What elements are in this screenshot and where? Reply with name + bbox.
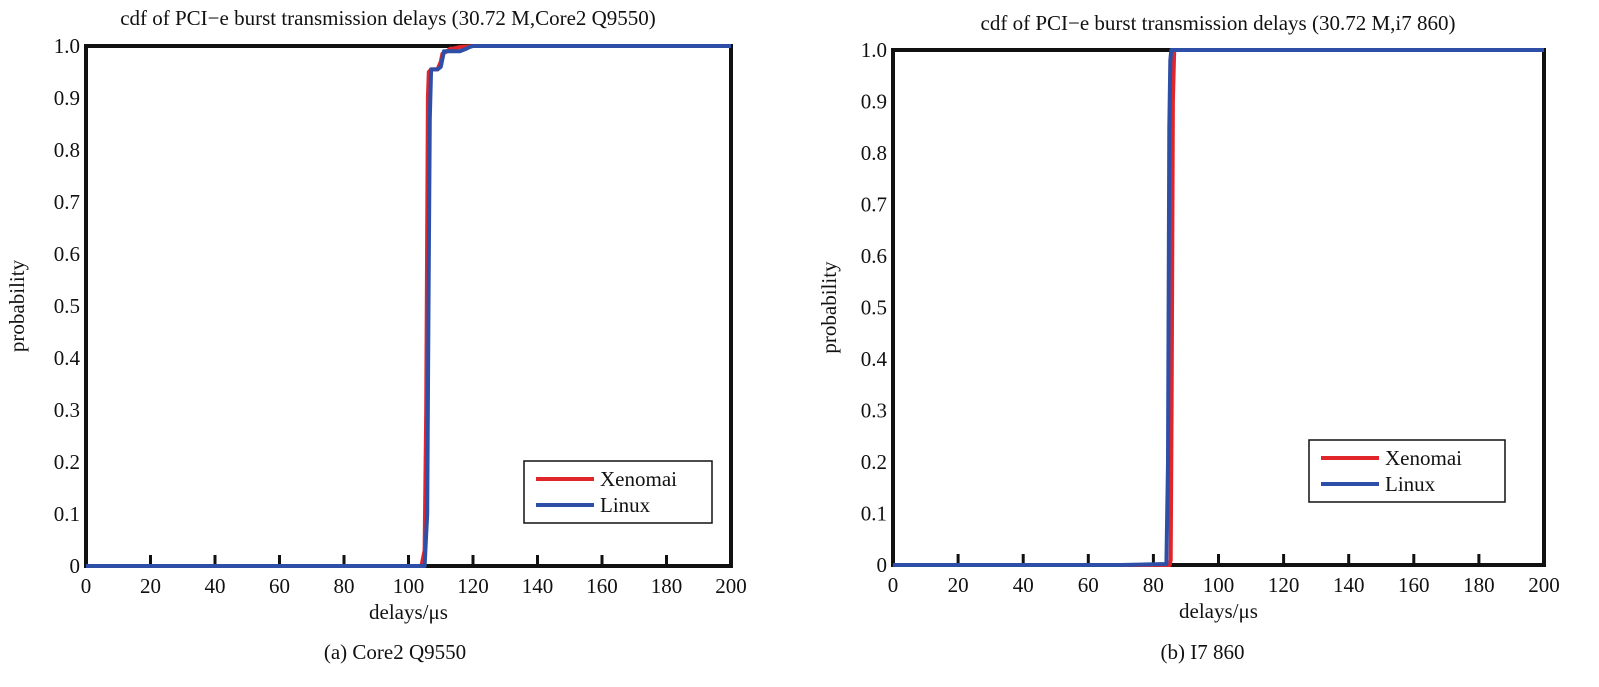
x-tick-label: 120	[1268, 573, 1300, 597]
x-tick-label: 180	[651, 574, 683, 598]
x-tick-label: 60	[1078, 573, 1099, 597]
y-tick-label: 0.7	[54, 190, 80, 214]
x-tick-label: 60	[269, 574, 290, 598]
x-tick-label: 40	[1013, 573, 1034, 597]
x-tick-label: 140	[522, 574, 554, 598]
x-tick-label: 140	[1333, 573, 1365, 597]
x-tick-label: 0	[81, 574, 92, 598]
y-tick-label: 0.4	[861, 347, 888, 371]
y-tick-label: 0.1	[861, 502, 887, 526]
x-tick-label: 100	[393, 574, 425, 598]
x-tick-label: 80	[334, 574, 355, 598]
y-tick-label: 0.7	[861, 193, 887, 217]
x-tick-label: 20	[140, 574, 161, 598]
legend-label-xenomai: Xenomai	[600, 467, 677, 491]
figure-caption-b: (b) I7 860	[1160, 640, 1245, 664]
x-tick-label: 160	[1398, 573, 1430, 597]
y-tick-label: 1.0	[54, 34, 80, 58]
x-tick-label: 80	[1143, 573, 1164, 597]
y-tick-label: 0.9	[54, 86, 80, 110]
y-tick-label: 0.5	[861, 296, 887, 320]
y-tick-label: 0.8	[861, 141, 887, 165]
x-axis-label: delays/μs	[369, 600, 448, 624]
series-line-linux	[86, 44, 731, 568]
y-tick-label: 0	[877, 553, 888, 577]
series-line-linux	[893, 48, 1544, 567]
x-tick-label: 200	[1528, 573, 1560, 597]
x-tick-label: 100	[1203, 573, 1235, 597]
y-axis-label: probability	[817, 261, 841, 354]
y-tick-label: 0.3	[54, 398, 80, 422]
y-tick-label: 0.2	[54, 450, 80, 474]
legend-label-xenomai: Xenomai	[1385, 446, 1462, 470]
legend-label-linux: Linux	[1385, 472, 1436, 496]
y-tick-label: 0.3	[861, 399, 887, 423]
y-tick-label: 0.6	[54, 242, 80, 266]
y-tick-label: 0.8	[54, 138, 80, 162]
x-tick-label: 180	[1463, 573, 1495, 597]
chart-title: cdf of PCI−e burst transmission delays (…	[120, 6, 656, 30]
y-tick-label: 0.9	[861, 90, 887, 114]
y-tick-label: 0.5	[54, 294, 80, 318]
x-tick-label: 200	[715, 574, 747, 598]
x-tick-label: 40	[205, 574, 226, 598]
y-tick-label: 0.1	[54, 502, 80, 526]
chart-panel-b: cdf of PCI−e burst transmission delays (…	[806, 0, 1599, 687]
x-tick-label: 160	[586, 574, 618, 598]
y-tick-label: 0.2	[861, 450, 887, 474]
y-tick-label: 0.4	[54, 346, 81, 370]
figure-caption-a: (a) Core2 Q9550	[323, 640, 467, 664]
y-tick-label: 0.6	[861, 244, 887, 268]
legend-box	[1308, 439, 1506, 503]
chart-panel-a: cdf of PCI−e burst transmission delays (…	[0, 0, 790, 687]
y-axis-label: probability	[5, 259, 29, 352]
x-tick-label: 20	[948, 573, 969, 597]
legend-box	[523, 460, 713, 524]
x-axis-label: delays/μs	[1179, 599, 1258, 623]
chart-title: cdf of PCI−e burst transmission delays (…	[981, 11, 1456, 35]
legend-label-linux: Linux	[600, 493, 651, 517]
y-tick-label: 1.0	[861, 38, 887, 62]
y-tick-label: 0	[70, 554, 81, 578]
x-tick-label: 120	[457, 574, 489, 598]
cdf-chart-i7-860: cdf of PCI−e burst transmission delays (…	[817, 11, 1560, 623]
x-tick-label: 0	[888, 573, 899, 597]
cdf-chart-core2-q9550: cdf of PCI−e burst transmission delays (…	[5, 6, 747, 624]
